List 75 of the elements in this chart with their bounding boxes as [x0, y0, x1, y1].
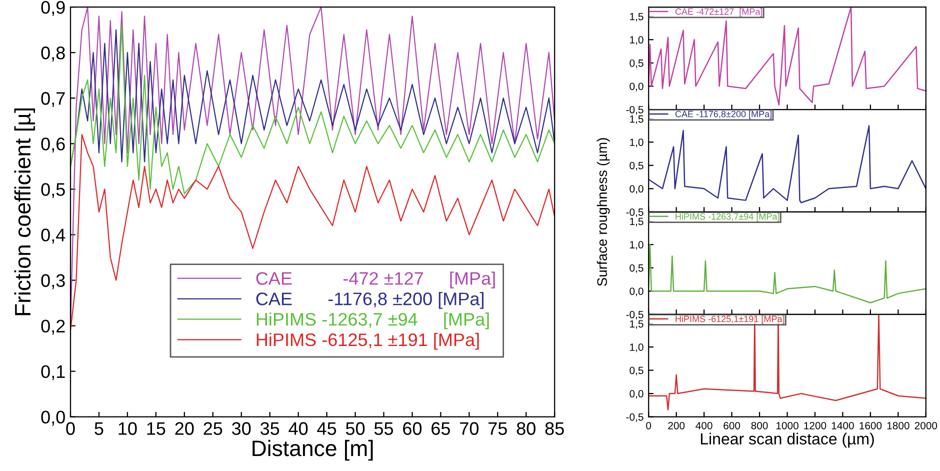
- y-tick-label: 0,0: [630, 185, 644, 194]
- y-tick-label: -0,5: [626, 310, 644, 320]
- x-tick-label: 85: [545, 422, 564, 435]
- legend-label: CAE -1176,8 ±200 [MPa]: [256, 292, 484, 309]
- x-tick-label: 200: [668, 422, 685, 430]
- y-tick-label: 0,0: [630, 390, 644, 399]
- x-tick-label: 400: [696, 422, 712, 430]
- series-label: CAE -472±127 [MPa]: [675, 8, 762, 17]
- x-tick-label: 1000: [776, 422, 798, 430]
- x-tick-label: 80: [516, 422, 536, 435]
- y-tick-label: 1,0: [630, 36, 644, 45]
- line-series: [70, 134, 555, 331]
- x-tick-label: 35: [260, 422, 280, 435]
- x-tick-label: 2000: [914, 422, 938, 430]
- y-tick-label: 0,0: [41, 410, 65, 426]
- x-tick-label: 45: [317, 422, 336, 435]
- y-axis-title: Friction coefficient [µ]: [14, 108, 35, 316]
- series-label: CAE -1176,8±200 [MPa]: [675, 110, 772, 120]
- x-tick-label: 25: [204, 422, 222, 435]
- y-tick-label: 0,1: [41, 365, 65, 380]
- x-tick-label: 70: [460, 422, 479, 435]
- y-tick-label: 1,0: [630, 241, 644, 250]
- line-series: [648, 244, 926, 304]
- x-tick-label: 15: [147, 422, 166, 435]
- line-series: [70, 24, 555, 194]
- y-tick-label: 0,2: [41, 320, 65, 335]
- y-tick-label: 1,5: [630, 12, 644, 22]
- series-label: HiPIMS -6125,1±191 [MPa]: [676, 315, 784, 324]
- x-tick-label: 0: [646, 422, 652, 430]
- x-tick-label: 600: [724, 422, 740, 430]
- x-tick-label: 1800: [887, 422, 910, 430]
- x-tick-label: 0: [66, 422, 75, 435]
- line-series: [648, 125, 926, 204]
- y-tick-label: 0,5: [630, 366, 644, 376]
- x-tick-label: 40: [288, 422, 308, 435]
- x-tick-label: 60: [403, 422, 422, 435]
- y-tick-label: 1,5: [630, 218, 644, 226]
- y-tick-label: 1,0: [630, 343, 644, 352]
- y-tick-label: 0,7: [41, 92, 65, 107]
- y-tick-label: 0,5: [41, 183, 65, 198]
- x-tick-label: 30: [232, 422, 251, 435]
- y-tick-label: 1,5: [630, 115, 644, 124]
- x-tick-label: 5: [94, 422, 104, 435]
- y-tick-label: 0,5: [630, 59, 644, 68]
- y-tick-label: 0,4: [41, 228, 66, 244]
- x-tick-label: 50: [346, 422, 365, 435]
- y-tick-label: 1,0: [630, 138, 644, 148]
- x-tick-label: 1200: [804, 422, 826, 430]
- x-tick-label: 65: [432, 422, 450, 435]
- x-tick-label: 800: [751, 422, 768, 430]
- y-tick-label: -0,5: [626, 106, 644, 115]
- y-tick-label: 0,0: [630, 82, 644, 92]
- y-tick-label: 0,5: [630, 264, 644, 273]
- y-tick-label: 1,5: [630, 320, 644, 329]
- x-tick-label: 1600: [860, 422, 882, 430]
- x-tick-label: 75: [488, 422, 507, 435]
- x-axis-title: Linear scan distace (µm): [700, 432, 874, 448]
- y-tick-label: 0,0: [630, 288, 644, 296]
- legend-label: CAE -472 ±127 [MPa]: [256, 272, 495, 288]
- y-tick-label: 0,6: [41, 138, 65, 153]
- x-axis-title: Distance [m]: [252, 440, 373, 461]
- x-tick-label: 1400: [832, 422, 854, 430]
- y-axis-title: Surface roughness (µm): [596, 138, 610, 286]
- y-tick-label: -0,5: [626, 413, 644, 422]
- y-tick-label: 0,8: [41, 46, 65, 62]
- legend-label: HiPIMS -6125,1 ±191 [MPa]: [256, 332, 479, 350]
- x-tick-label: 20: [175, 422, 194, 435]
- y-tick-label: 0,5: [630, 162, 644, 170]
- y-tick-label: 0,9: [41, 1, 65, 16]
- text: HiPIMS -1263,7±94 [MPa]: [676, 213, 780, 222]
- x-tick-label: 55: [374, 422, 394, 435]
- y-tick-label: -0,5: [626, 208, 644, 218]
- y-tick-label: 0,3: [41, 274, 65, 290]
- legend-label: HiPIMS -1263,7 ±94 [MPa]: [256, 312, 489, 330]
- x-tick-label: 10: [118, 422, 137, 435]
